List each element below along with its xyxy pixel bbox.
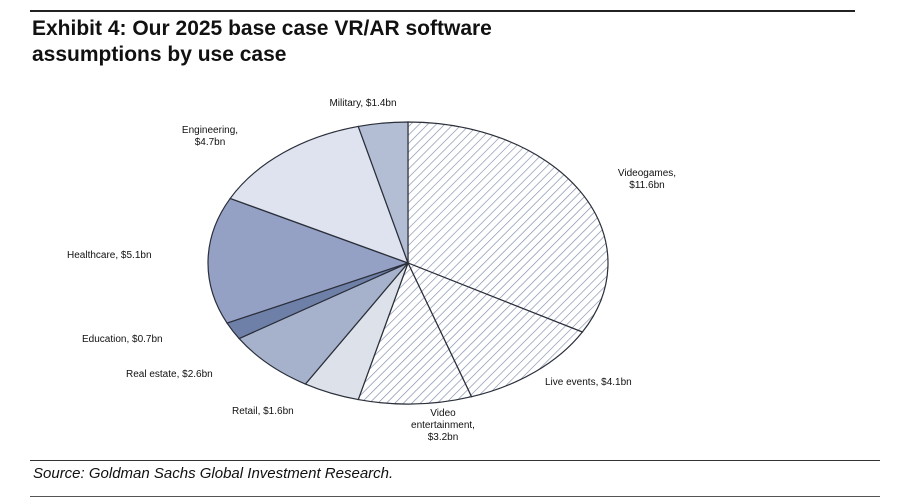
pie-slice-videogames <box>407 121 609 333</box>
slice-label-line: entertainment, <box>411 420 475 431</box>
slice-label-line: $4.7bn <box>195 137 226 148</box>
source-note: Source: Goldman Sachs Global Investment … <box>33 465 394 482</box>
slice-label-line: Engineering, <box>182 125 238 136</box>
footer-rule <box>30 460 880 461</box>
pie-slice-military <box>357 121 409 264</box>
slice-label-live-events: Live events, $4.1bn <box>545 377 632 388</box>
slice-label-line: $3.2bn <box>428 432 459 443</box>
slice-label-line: Videogames, <box>618 168 676 179</box>
pie-labels: Videogames, $11.6bn Live events, $4.1bn Vid… <box>67 98 676 443</box>
pie-slice-video-entertainment <box>357 261 473 405</box>
slice-label-line: Video <box>430 408 456 419</box>
slice-label-line: $11.6bn <box>629 180 664 191</box>
slice-label-military: Military, $1.4bn <box>329 98 396 109</box>
bottom-rule <box>30 496 880 497</box>
title-line-2: assumptions by use case <box>32 43 287 66</box>
slice-label-engineering: Engineering, $4.7bn <box>182 125 238 148</box>
pie-slice-live-events <box>406 261 584 398</box>
slice-label-line: Real estate, $2.6bn <box>126 369 213 380</box>
slice-label-video-entertainment: Video entertainment, $3.2bn <box>411 408 475 443</box>
top-rule <box>30 10 855 12</box>
slice-label-retail: Retail, $1.6bn <box>232 406 294 417</box>
title-line-1: Exhibit 4: Our 2025 base case VR/AR soft… <box>32 17 492 40</box>
slice-label-line: Healthcare, $5.1bn <box>67 250 152 261</box>
slice-label-real-estate: Real estate, $2.6bn <box>126 369 213 380</box>
slice-label-line: Military, $1.4bn <box>329 98 396 109</box>
page-title: Exhibit 4: Our 2025 base case VR/AR soft… <box>32 16 852 68</box>
pie-slice-healthcare <box>207 197 410 324</box>
slice-label-healthcare: Healthcare, $5.1bn <box>67 250 152 261</box>
pie-slices <box>207 121 609 405</box>
slice-label-education: Education, $0.7bn <box>82 334 163 345</box>
slice-label-videogames: Videogames, $11.6bn <box>618 168 676 191</box>
slice-label-line: Live events, $4.1bn <box>545 377 632 388</box>
pie-slice-engineering <box>229 125 410 265</box>
slice-label-line: Education, $0.7bn <box>82 334 163 345</box>
slice-label-line: Retail, $1.6bn <box>232 406 294 417</box>
